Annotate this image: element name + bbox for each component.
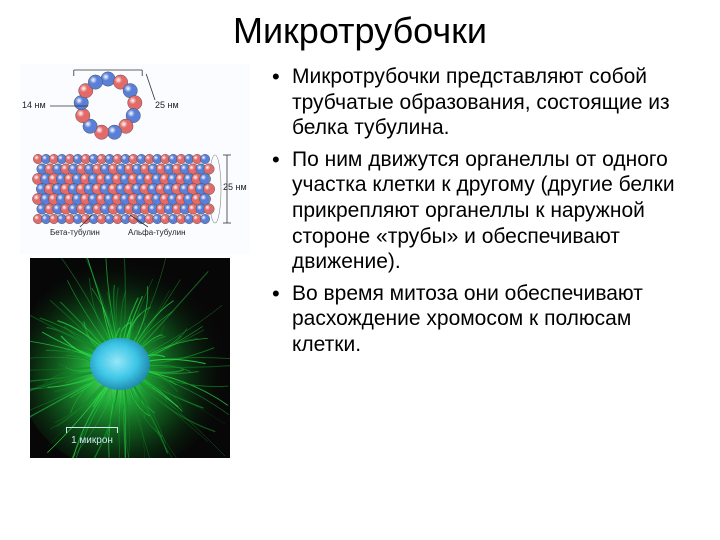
legend-beta: Бета-тубулин [50,228,100,237]
tubulin-diagram: 14 нм 25 нм 25 нм Бета-тубулин Альфа-туб… [20,64,250,254]
scalebar: 1 микрон [66,427,118,446]
bullet-item: По ним движутся органеллы от одного учас… [292,147,700,275]
right-column: Микротрубочки представляют собой трубчат… [268,64,700,520]
scalebar-line [66,427,118,433]
legend-alpha: Альфа-тубулин [128,228,186,237]
scalebar-text: 1 микрон [66,435,118,446]
fluorescence-micrograph: 1 микрон [30,258,230,458]
dim-inner-label: 14 нм [22,100,46,110]
bullet-item: Во время митоза они обеспечивают расхожд… [292,281,700,358]
micrograph-svg [30,258,230,458]
dim-outer-label: 25 нм [155,100,179,110]
content-row: 14 нм 25 нм 25 нм Бета-тубулин Альфа-туб… [20,64,700,520]
dim-length-label: 25 нм [223,182,247,192]
bullet-list: Микротрубочки представляют собой трубчат… [268,64,700,358]
tubulin-svg [20,64,250,254]
slide: Микротрубочки 14 нм 25 нм 25 нм Бета-туб… [0,0,720,540]
left-column: 14 нм 25 нм 25 нм Бета-тубулин Альфа-туб… [20,64,250,520]
bullet-item: Микротрубочки представляют собой трубчат… [292,64,700,141]
slide-title: Микротрубочки [20,10,700,52]
